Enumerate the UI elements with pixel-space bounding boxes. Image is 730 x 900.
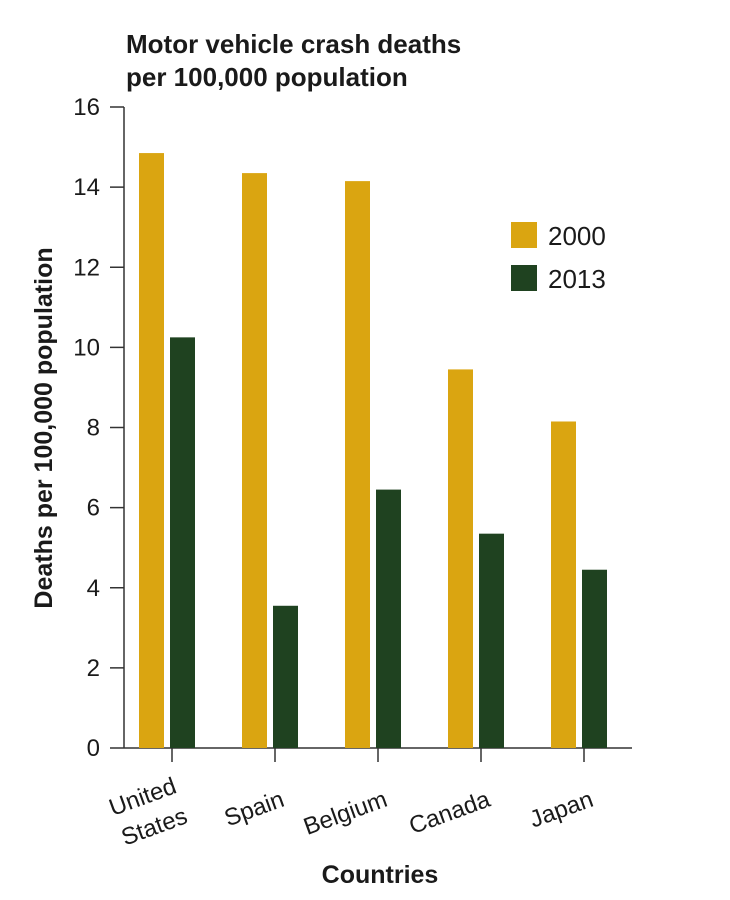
y-tick-label: 8 xyxy=(87,415,100,442)
x-tick-label: Japan xyxy=(526,786,597,834)
x-tick-label: Canada xyxy=(406,786,495,840)
bar-2013-0 xyxy=(170,337,195,748)
x-axis-title: Countries xyxy=(322,861,439,889)
chart-title-line-1: Motor vehicle crash deaths xyxy=(126,29,462,59)
bar-2013-3 xyxy=(479,533,504,748)
y-tick-label: 12 xyxy=(73,254,100,281)
axes: 0 2 4 6 8 10 12 14 16 xyxy=(73,94,632,762)
y-tick-label: 14 xyxy=(73,174,100,201)
bar-2000-1 xyxy=(242,173,267,748)
x-tick-label-line: Belgium xyxy=(300,786,391,841)
y-tick-label: 16 xyxy=(73,94,100,121)
y-tick-label: 6 xyxy=(87,495,100,522)
x-tick-label: Spain xyxy=(221,786,288,832)
chart-title: Motor vehicle crash deaths per 100,000 p… xyxy=(126,28,461,94)
legend-label-2013: 2013 xyxy=(548,264,606,294)
y-tick-label: 2 xyxy=(87,655,100,682)
bar-2000-0 xyxy=(139,153,164,748)
y-axis-title: Deaths per 100,000 population xyxy=(30,247,58,608)
bar-2013-2 xyxy=(376,489,401,748)
x-tick-label-line: Japan xyxy=(526,786,597,834)
x-tick-label: Belgium xyxy=(300,786,391,841)
x-tick-label-line: Canada xyxy=(406,786,495,840)
bar-2000-3 xyxy=(448,369,473,748)
x-tick-label-line: Spain xyxy=(221,786,288,832)
legend: 2000 2013 xyxy=(511,221,606,294)
chart-title-line-2: per 100,000 population xyxy=(126,62,408,92)
legend-swatch-2000 xyxy=(511,222,537,248)
bars xyxy=(139,153,607,749)
legend-swatch-2013 xyxy=(511,265,537,291)
bar-2000-4 xyxy=(551,421,576,748)
legend-label-2000: 2000 xyxy=(548,221,606,251)
y-tick-label: 0 xyxy=(87,735,100,762)
bar-2000-2 xyxy=(345,181,370,749)
y-tick-label: 4 xyxy=(87,575,100,602)
bar-2013-1 xyxy=(273,605,298,748)
bar-2013-4 xyxy=(582,569,607,748)
y-tick-label: 10 xyxy=(73,334,100,361)
